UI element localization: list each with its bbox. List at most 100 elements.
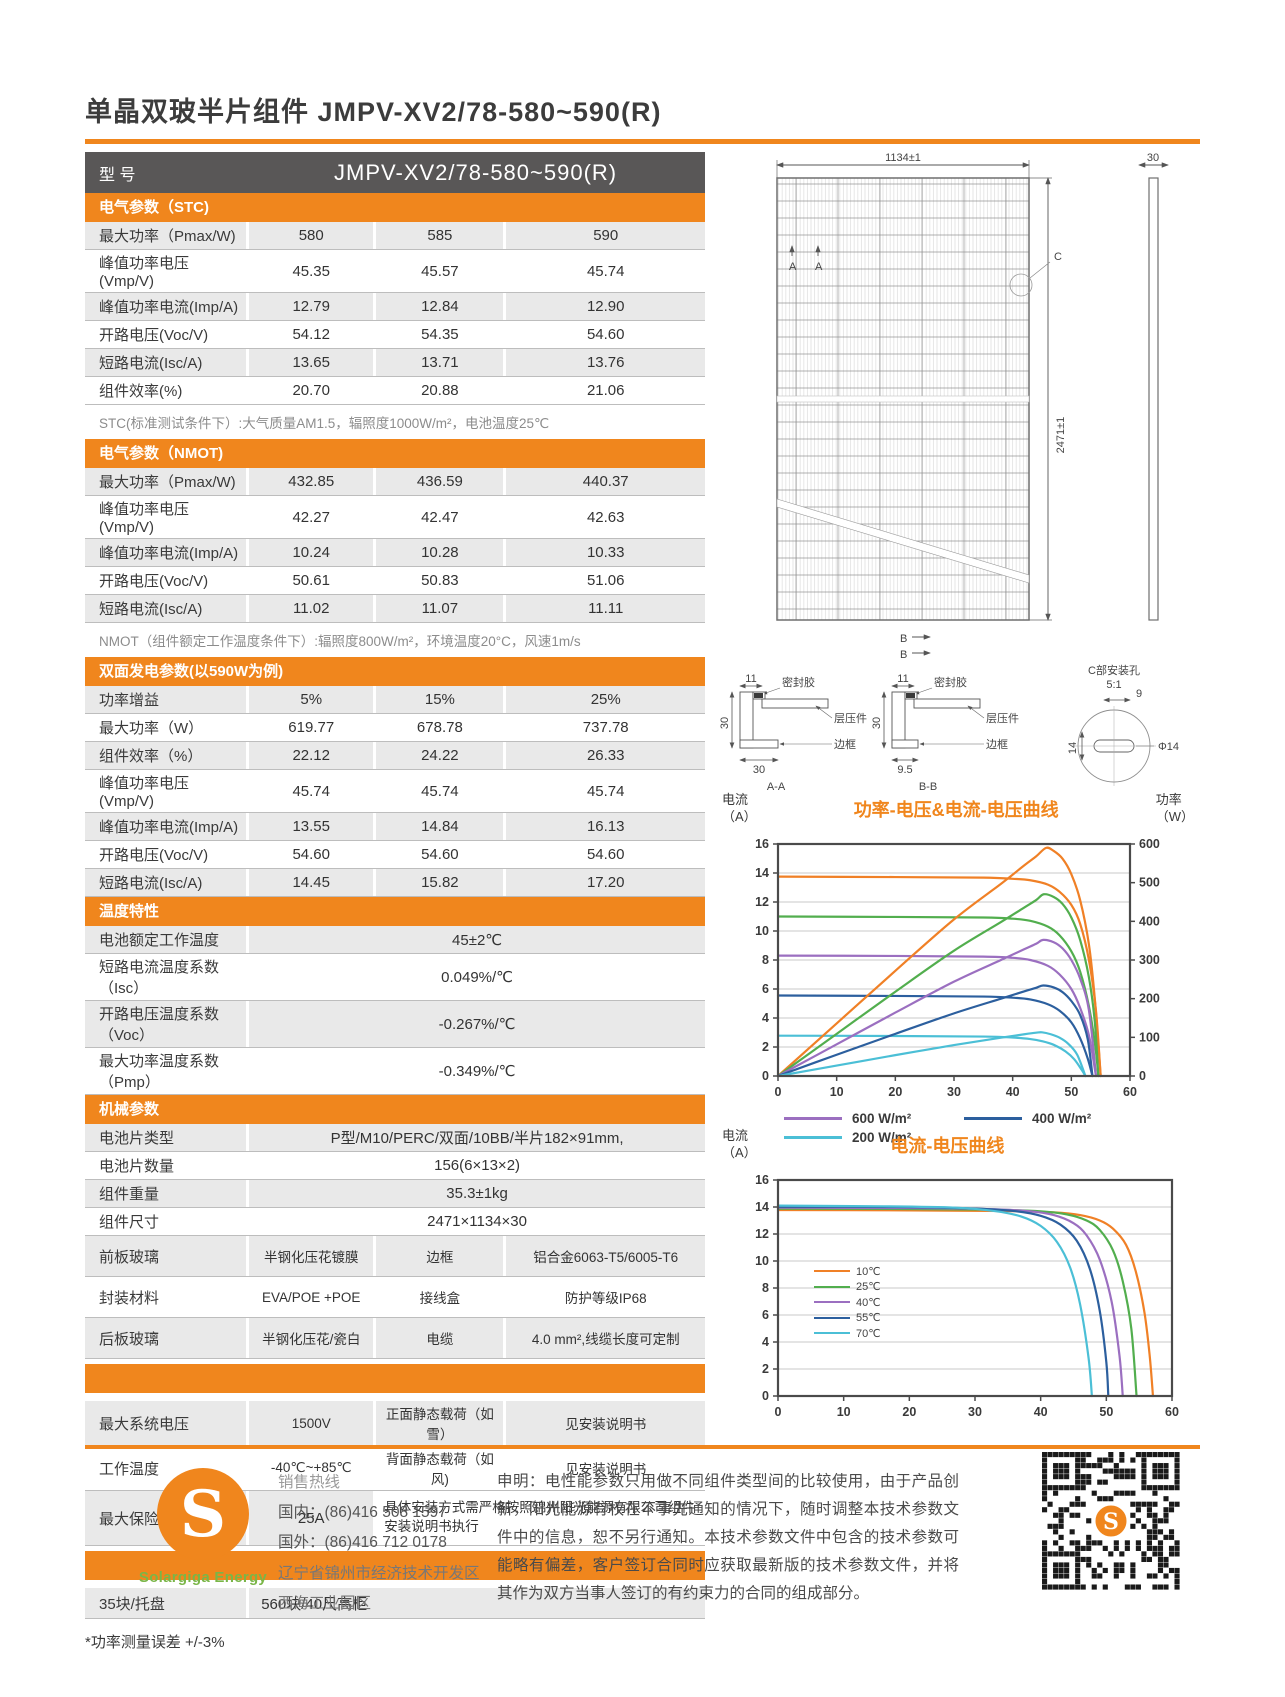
row-label: 短路电流(Isc/A) xyxy=(99,601,203,618)
row-value: 45.35 xyxy=(246,250,373,292)
row-value: 半钢化压花镀膜 xyxy=(246,1236,373,1276)
bb-caption: B-B xyxy=(919,781,937,793)
svg-text:2: 2 xyxy=(762,1040,769,1054)
row-value: 防护等级IP68 xyxy=(503,1277,705,1317)
row-value: 51.06 xyxy=(503,567,705,594)
bb-frame-label: 边框 xyxy=(986,738,1008,751)
svg-text:8: 8 xyxy=(762,953,769,967)
row-value: P型/M10/PERC/双面/10BB/半片182×91mm, xyxy=(246,1124,705,1151)
section-note: NMOT（组件额定工作温度条件下）:辐照度800W/m²，环境温度20°C，风速… xyxy=(85,623,705,657)
panel-front-view xyxy=(776,177,1033,621)
row-value: 619.77 xyxy=(246,714,373,741)
table-row: 峰值功率电流(Imp/A) 10.24 10.28 10.33 xyxy=(85,539,705,567)
table-row: 电池片类型 P型/M10/PERC/双面/10BB/半片182×91mm, xyxy=(85,1124,705,1152)
svg-text:6: 6 xyxy=(762,982,769,996)
table-row: 峰值功率电流(Imp/A) 12.79 12.84 12.90 xyxy=(85,293,705,321)
row-value: 正面静态载荷（如雪） xyxy=(373,1401,503,1445)
row-value: 10.24 xyxy=(246,539,373,566)
table-row: 最大功率（Pmax/W) 432.85 436.59 440.37 xyxy=(85,468,705,496)
table-row: 最大功率（Pmax/W) 580 585 590 xyxy=(85,222,705,250)
row-value: 13.65 xyxy=(246,349,373,376)
aa-frame-label: 边框 xyxy=(834,738,856,751)
table-row: 组件效率（%） 22.12 24.22 26.33 xyxy=(85,742,705,770)
table-row: 35块/托盘 560块/40尺高柜 xyxy=(85,1588,705,1619)
pv-iv-curve-chart: 电流 （A） 功率-电压&电流-电压曲线 功率 （W） 0 10 20 30 40 50 6… xyxy=(718,792,1198,1147)
qr-code-svg: S xyxy=(1042,1452,1180,1590)
row-value: 580 xyxy=(246,222,373,249)
bb-dim-bottom: 9.5 xyxy=(897,764,912,776)
title-rule xyxy=(85,139,1200,144)
chart2-plot: 0 10 20 30 40 50 60 0 2 4 6 8 10 12 14 16 xyxy=(755,1173,1179,1419)
row-value: 铝合金6063-T5/6005-T6 xyxy=(503,1236,705,1276)
svg-text:40: 40 xyxy=(1006,1085,1020,1099)
row-value: 54.35 xyxy=(373,321,503,348)
row-label: 最大功率（W） xyxy=(99,720,204,737)
row-value: 具体安装方式需严格按照锦州阳光能源有限公司组件安装说明书执行 xyxy=(373,1491,705,1545)
aa-dim-side: 30 xyxy=(719,717,731,729)
svg-text:30: 30 xyxy=(947,1085,961,1099)
table-row: 短路电流(Isc/A) 14.45 15.82 17.20 xyxy=(85,869,705,897)
row-label: 电池片类型 xyxy=(99,1130,175,1147)
svg-text:10: 10 xyxy=(755,1254,769,1268)
row-value: 20.70 xyxy=(246,377,373,404)
section-header: 电气参数（NMOT) xyxy=(85,439,705,468)
row-value: 24.22 xyxy=(373,742,503,769)
table-row: 短路电流(Isc/A) 11.02 11.07 11.11 xyxy=(85,595,705,623)
svg-text:200: 200 xyxy=(1139,992,1160,1006)
row-value: 11.02 xyxy=(246,595,373,622)
table-row: 开路电压(Voc/V) 50.61 50.83 51.06 xyxy=(85,567,705,595)
aa-caption: A-A xyxy=(767,781,786,793)
row-value: 15% xyxy=(373,686,503,713)
table-row: 组件重量 35.3±1kg xyxy=(85,1180,705,1208)
svg-text:6: 6 xyxy=(762,1308,769,1322)
svg-text:30: 30 xyxy=(968,1405,982,1419)
svg-text:0: 0 xyxy=(762,1069,769,1083)
row-value: 45±2℃ xyxy=(246,926,705,953)
legend-item: 55℃ xyxy=(814,1311,881,1324)
model-header-row: 型 号 JMPV-XV2/78-580~590(R) xyxy=(85,152,705,193)
legend-item: 600 W/m² xyxy=(784,1111,964,1126)
panel-side-profile xyxy=(1148,177,1159,621)
power-tolerance-footnote: *功率测量误差 +/-3% xyxy=(85,1634,225,1651)
table-row: 最大功率（W） 619.77 678.78 737.78 xyxy=(85,714,705,742)
svg-text:S: S xyxy=(1103,1509,1119,1535)
svg-text:50: 50 xyxy=(1099,1405,1113,1419)
row-value: 10.33 xyxy=(503,539,705,566)
bb-laminate-label: 层压件 xyxy=(986,712,1019,725)
table-row: 最大系统电压 1500V 正面静态载荷（如雪） 见安装说明书 xyxy=(85,1401,705,1446)
table-row: 组件效率(%) 20.70 20.88 21.06 xyxy=(85,377,705,405)
legend-item: 10℃ xyxy=(814,1265,881,1278)
row-label: 短路电流(Isc/A) xyxy=(99,355,203,372)
svg-text:600: 600 xyxy=(1139,837,1160,851)
row-label: 短路电流(Isc/A) xyxy=(99,875,203,892)
row-label: 最大功率（Pmax/W) xyxy=(99,474,236,491)
row-label: 最大功率温度系数（Pmp） xyxy=(99,1053,220,1091)
row-value: 12.84 xyxy=(373,293,503,320)
svg-text:12: 12 xyxy=(755,895,769,909)
table-row: 电池额定工作温度 45±2℃ xyxy=(85,926,705,954)
section-header xyxy=(85,1364,705,1393)
row-label: 开路电压温度系数（Voc） xyxy=(99,1006,220,1044)
chart1-right-axis-unit: 功率 （W） xyxy=(1155,792,1194,824)
row-value: 15.82 xyxy=(373,869,503,896)
iv-temperature-curve-chart: 电流 （A） 电流-电压曲线 0 10 20 30 40 50 60 0 2 4 6 8 10 12 14 1… xyxy=(718,1128,1198,1427)
row-value: 54.60 xyxy=(373,841,503,868)
table-row: 峰值功率电流(Imp/A) 13.55 14.84 16.13 xyxy=(85,813,705,841)
contact-block: 销售热线 国内：(86)416 508 1597 国外：(86)416 712 … xyxy=(278,1468,483,1619)
row-value: 35.3±1kg xyxy=(246,1180,705,1207)
row-label: 开路电压(Voc/V) xyxy=(99,573,209,590)
row-label: 电池片数量 xyxy=(99,1158,175,1175)
table-row: 开路电压温度系数（Voc） -0.267%/℃ xyxy=(85,1001,705,1048)
row-label: 开路电压(Voc/V) xyxy=(99,847,209,864)
row-value: -40℃~+85℃ xyxy=(246,1446,373,1490)
row-value: 20.88 xyxy=(373,377,503,404)
svg-text:0: 0 xyxy=(775,1405,782,1419)
row-value: 13.55 xyxy=(246,813,373,840)
row-value: 见安装说明书 xyxy=(503,1401,705,1445)
row-label: 峰值功率电流(Imp/A) xyxy=(99,819,239,836)
svg-text:100: 100 xyxy=(1139,1030,1160,1044)
row-value: 42.47 xyxy=(373,496,503,538)
legend-item: 70℃ xyxy=(814,1327,881,1340)
row-value: 13.71 xyxy=(373,349,503,376)
row-label: 组件尺寸 xyxy=(99,1214,160,1231)
